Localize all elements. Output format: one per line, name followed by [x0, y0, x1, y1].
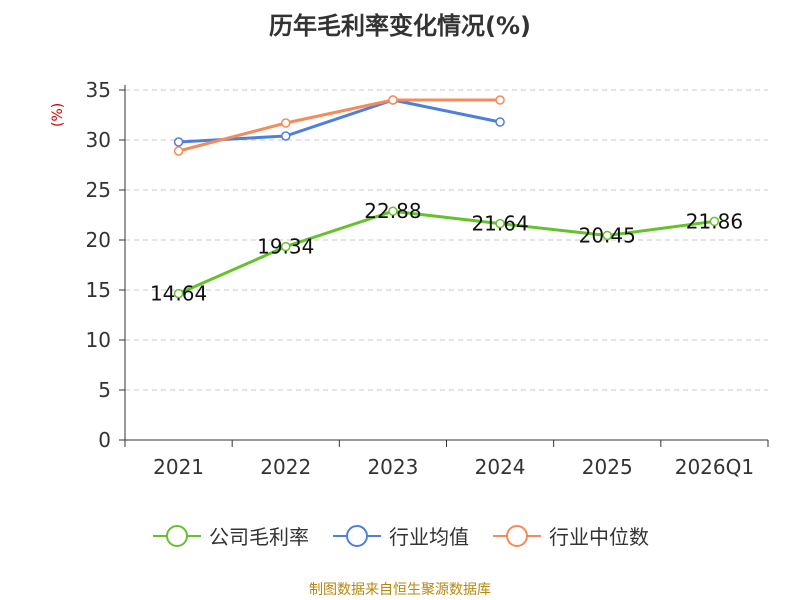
data-label: 21.86: [686, 209, 743, 233]
legend-label: 行业均值: [389, 525, 469, 549]
x-tick-label: 2024: [475, 455, 526, 479]
series-line-2: [178, 98, 501, 153]
x-tick-label: 2023: [367, 455, 418, 479]
legend: 公司毛利率 行业均值 行业中位数: [0, 521, 800, 550]
legend-item[interactable]: 公司毛利率: [151, 521, 309, 550]
data-label: 14.64: [150, 282, 207, 306]
y-tick-label: 35: [86, 78, 111, 102]
data-point: [281, 241, 291, 252]
data-point: [173, 288, 184, 299]
data-point: [495, 218, 505, 229]
legend-item[interactable]: 行业均值: [331, 521, 469, 550]
x-tick-label: 2022: [260, 455, 311, 479]
y-tick-label: 5: [98, 378, 111, 402]
data-label: 22.88: [364, 199, 421, 223]
data-point: [173, 137, 184, 147]
legend-marker: [333, 524, 381, 547]
y-tick-label: 25: [86, 178, 111, 202]
data-point: [495, 117, 505, 127]
y-tick-label: 0: [98, 428, 111, 452]
x-tick-label: 2025: [582, 455, 633, 479]
series-line-0: [177, 209, 715, 295]
data-point: [495, 95, 505, 105]
legend-item[interactable]: 行业中位数: [491, 521, 649, 550]
x-tick-label: 2026Q1: [675, 455, 754, 479]
data-point: [388, 206, 398, 216]
y-tick-label: 20: [86, 228, 111, 252]
data-label: 21.64: [471, 212, 528, 236]
legend-label: 行业中位数: [549, 525, 649, 549]
data-point: [173, 146, 184, 156]
data-point: [281, 131, 291, 141]
legend-marker: [493, 524, 541, 547]
y-axis-unit: (%): [50, 102, 66, 127]
data-point: [602, 230, 612, 241]
source-note: 制图数据来自恒生聚源数据库: [309, 582, 491, 598]
data-point: [709, 216, 720, 227]
data-point: [388, 95, 398, 105]
legend-marker: [153, 524, 201, 547]
data-label: 20.45: [579, 224, 636, 248]
data-label: 19.34: [257, 235, 314, 259]
legend-label: 公司毛利率: [209, 525, 309, 549]
data-point: [281, 118, 291, 128]
chart-title: 历年毛利率变化情况(%): [269, 12, 531, 40]
series-line-1: [178, 98, 501, 144]
x-tick-label: 2021: [153, 455, 204, 479]
y-tick-label: 30: [86, 128, 111, 152]
y-tick-label: 15: [86, 278, 111, 302]
y-tick-label: 10: [86, 328, 111, 352]
